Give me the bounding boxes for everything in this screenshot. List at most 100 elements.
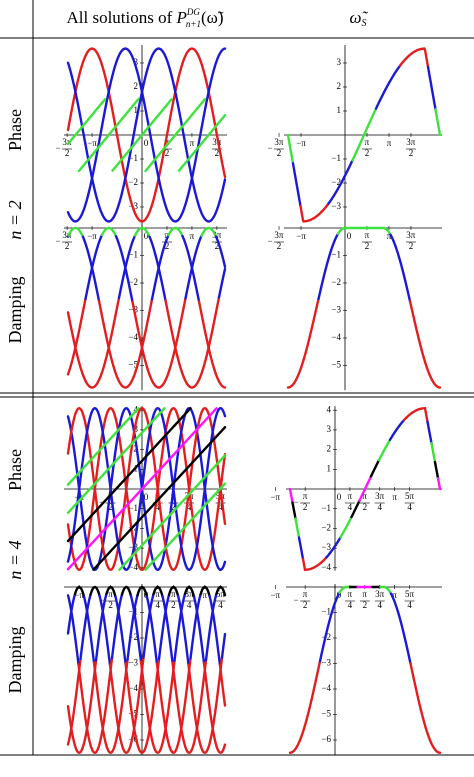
tick-label: 5π/4	[216, 589, 226, 610]
row-label: Damping	[5, 277, 25, 344]
tick-label: 3π/2	[212, 137, 222, 158]
tick-label: 3	[134, 57, 139, 67]
curve	[369, 458, 381, 478]
tick-label: −5	[331, 360, 341, 370]
tick-label: −1	[128, 250, 138, 260]
curve	[336, 226, 392, 236]
tick-label: 3	[327, 424, 332, 434]
tick-label: −3π/2	[56, 137, 73, 158]
tick-label: π	[392, 492, 397, 502]
curve	[286, 133, 295, 165]
tick-label: π	[387, 138, 392, 148]
tick-label: −2	[128, 277, 138, 287]
tick-label: −3	[321, 542, 331, 552]
curve	[294, 517, 301, 539]
curve	[389, 592, 412, 665]
curve	[173, 592, 187, 663]
curve	[136, 585, 149, 599]
tick-label: −4	[128, 683, 138, 693]
tick-label: π/2	[165, 230, 171, 251]
curve	[145, 595, 159, 666]
tick-label: 1	[134, 105, 139, 115]
tick-label: 4	[327, 404, 332, 414]
curve	[208, 594, 222, 667]
tick-label: π/2	[365, 230, 371, 251]
curve	[164, 296, 221, 389]
tick-label: −4	[128, 332, 138, 342]
curve	[318, 591, 341, 663]
curve	[286, 297, 320, 389]
tick-label: π	[203, 590, 208, 600]
tick-label: 5π/4	[405, 491, 415, 512]
curve	[82, 595, 96, 664]
curve	[187, 656, 224, 754]
tick-label: 3	[134, 424, 139, 434]
tick-label: 0	[144, 231, 149, 241]
curve	[199, 585, 211, 598]
curve	[111, 98, 173, 172]
tick-label: −π/2	[294, 589, 309, 610]
curve	[288, 660, 322, 754]
tick-label: −π	[270, 492, 280, 502]
tick-label: −4	[321, 562, 331, 572]
tick-label: −π	[296, 138, 306, 148]
tick-label: −3	[331, 305, 341, 315]
curve	[177, 114, 227, 172]
curve	[92, 658, 129, 754]
tick-label: 3π/4	[184, 589, 194, 610]
curve	[379, 585, 393, 595]
tick-label: −2	[331, 177, 341, 187]
curve	[152, 585, 164, 598]
curve	[108, 656, 145, 754]
curve	[409, 662, 442, 754]
curve	[155, 657, 192, 754]
tick-label: 1	[337, 105, 342, 115]
curve	[430, 442, 437, 464]
row-label: Phase	[5, 449, 25, 491]
tick-label: π	[387, 231, 392, 241]
curve	[129, 594, 143, 663]
curve	[351, 107, 378, 162]
curve	[288, 487, 294, 504]
tick-label: 2	[327, 444, 332, 454]
tick-label: 3π/2	[406, 230, 416, 251]
tick-label: π	[190, 231, 195, 241]
curve	[66, 297, 87, 376]
curve	[197, 300, 227, 389]
curve	[66, 406, 227, 572]
curve	[317, 232, 340, 301]
curve	[434, 108, 442, 137]
tick-label: −π/2	[294, 491, 309, 512]
curve	[200, 226, 218, 238]
tick-label: −2	[128, 632, 138, 642]
tick-label: 3π/2	[406, 137, 416, 158]
section-label: n = 4	[5, 540, 25, 579]
tick-label: −π	[87, 231, 97, 241]
tick-label: 3π/2	[212, 230, 222, 251]
curve	[124, 658, 161, 755]
tick-label: −4	[331, 332, 341, 342]
tick-label: 2	[134, 81, 139, 91]
curve	[66, 657, 82, 746]
curve	[171, 659, 208, 754]
tick-label: −5	[128, 360, 138, 370]
curve	[426, 65, 437, 111]
curve	[183, 585, 196, 598]
curve	[408, 300, 442, 389]
curve	[176, 594, 190, 666]
tick-label: −2	[128, 177, 138, 187]
curve	[131, 297, 187, 389]
tick-label: −1	[331, 153, 341, 163]
curve	[374, 64, 402, 110]
curve	[214, 235, 227, 268]
tick-label: −5	[321, 709, 331, 719]
curve	[66, 594, 80, 666]
curve	[291, 501, 297, 520]
tick-label: −3	[128, 658, 138, 668]
tick-label: −6	[128, 734, 138, 744]
curve	[67, 226, 85, 239]
curve	[215, 585, 227, 597]
tick-label: π/4	[155, 589, 161, 610]
tick-label: 0	[144, 492, 149, 502]
